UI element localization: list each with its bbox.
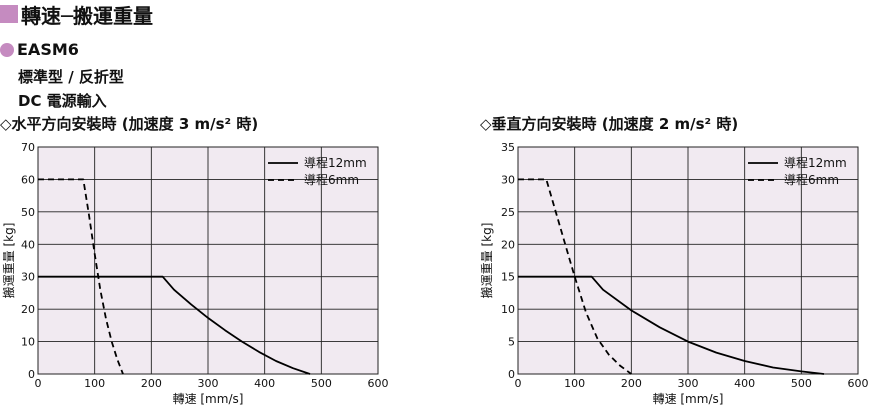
x-tick-label: 200 (141, 377, 162, 390)
x-tick-label: 600 (848, 377, 869, 390)
x-tick-label: 0 (35, 377, 42, 390)
y-tick-label: 30 (21, 271, 35, 284)
legend-label: 導程12mm (784, 155, 847, 170)
series-line-lead12 (38, 275, 311, 375)
x-tick-label: 500 (311, 377, 332, 390)
model-name: EASM6 (17, 40, 79, 59)
section-title-text: 轉速─搬運重量 (21, 3, 154, 28)
model-bullet-dot (0, 42, 14, 57)
plot-frame (517, 146, 859, 375)
x-tick-label: 200 (621, 377, 642, 390)
section-title: 轉速─搬運重量 (0, 2, 154, 28)
legend-label: 導程6mm (304, 172, 359, 187)
y-tick-label: 0 (508, 368, 515, 381)
series-line-lead12 (518, 275, 825, 375)
chart-title-horizontal: ◇水平方向安裝時 (加速度 3 m/s² 時) (0, 115, 259, 133)
y-tick-label: 35 (501, 141, 515, 154)
x-axis-label: 轉速 [mm/s] (173, 392, 244, 406)
chart-vertical: 0 100 200 300 400 500 600 0 5 10 15 20 25 30 35 轉速 [mm/… (479, 141, 869, 406)
y-axis-label: 搬運重量 [kg] (479, 223, 494, 299)
y-tick-label: 50 (21, 206, 35, 219)
x-tick-label: 100 (84, 377, 105, 390)
y-tick-label: 25 (501, 206, 515, 219)
plot-frame (37, 146, 379, 375)
y-tick-label: 0 (28, 368, 35, 381)
x-tick-label: 0 (515, 377, 522, 390)
y-axis-label: 搬運重量 [kg] (1, 223, 16, 299)
product-power: DC 電源輸入 (18, 92, 107, 110)
x-tick-label: 400 (734, 377, 755, 390)
chart-title-vertical: ◇垂直方向安裝時 (加速度 2 m/s² 時) (480, 115, 739, 133)
series-line-lead6 (38, 178, 124, 375)
x-tick-label: 600 (368, 377, 389, 390)
product-type: 標準型 / 反折型 (18, 68, 124, 86)
title-marker-square (0, 5, 18, 23)
series-line-lead6 (518, 178, 632, 375)
x-tick-label: 500 (791, 377, 812, 390)
x-tick-label: 400 (254, 377, 275, 390)
x-tick-label: 100 (564, 377, 585, 390)
y-tick-label: 15 (501, 271, 515, 284)
y-tick-label: 20 (21, 303, 35, 316)
y-tick-label: 5 (508, 336, 515, 349)
chart-horizontal: 0 100 200 300 400 500 600 0 10 20 30 40 50 60 70 轉速 [mm… (1, 141, 389, 406)
legend-label: 導程6mm (784, 172, 839, 187)
y-tick-label: 20 (501, 238, 515, 251)
x-tick-label: 300 (198, 377, 219, 390)
y-tick-label: 10 (21, 336, 35, 349)
y-tick-label: 40 (21, 238, 35, 251)
y-tick-label: 60 (21, 173, 35, 186)
y-tick-label: 30 (501, 173, 515, 186)
product-model: EASM6 (0, 40, 79, 59)
x-tick-label: 300 (678, 377, 699, 390)
y-tick-label: 70 (21, 141, 35, 154)
x-axis-label: 轉速 [mm/s] (653, 392, 724, 406)
y-tick-label: 10 (501, 303, 515, 316)
legend-label: 導程12mm (304, 155, 367, 170)
